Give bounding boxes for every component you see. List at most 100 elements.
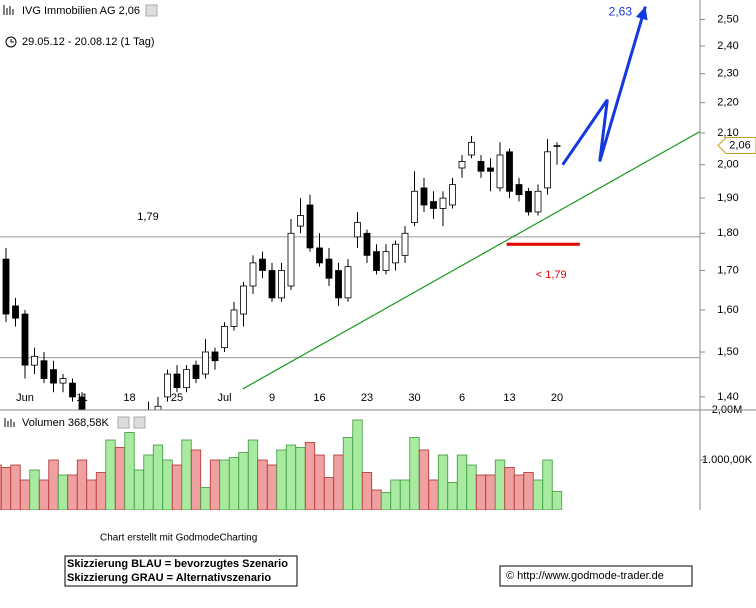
- candle-body: [192, 364, 200, 379]
- candle-body: [240, 285, 247, 315]
- candle-body: [325, 258, 333, 279]
- volume-bar: [0, 467, 12, 510]
- candle-body: [363, 232, 371, 256]
- candle-body: [306, 204, 314, 249]
- scenario-path: [561, 6, 647, 166]
- candle-body: [401, 232, 409, 256]
- volume-bar: [29, 469, 40, 510]
- y-tick-label: 1,50: [717, 346, 738, 358]
- x-tick-label: 16: [313, 392, 325, 404]
- candle-body: [477, 161, 485, 172]
- y-tick-label: 1,90: [717, 192, 738, 204]
- legend-box: [64, 555, 298, 587]
- volume-bar: [485, 474, 496, 510]
- x-tick-label: 20: [551, 392, 563, 404]
- volume-bar: [143, 454, 154, 510]
- clock-icon: [5, 36, 17, 48]
- candle-body: [12, 305, 19, 319]
- volume-icon: [4, 418, 15, 427]
- settings-icon[interactable]: [117, 416, 130, 429]
- candle-body: [487, 167, 494, 172]
- candle-body: [553, 145, 561, 147]
- volume-bar: [494, 459, 506, 510]
- candle-body: [211, 351, 219, 362]
- y-tick-label: 2,00: [717, 159, 738, 171]
- candle-body: [392, 243, 399, 264]
- candle-body: [534, 190, 542, 213]
- volume-bar: [114, 447, 126, 510]
- volume-bar: [19, 479, 31, 510]
- x-tick-label: 11: [76, 392, 87, 404]
- x-tick-label: 9: [269, 392, 275, 404]
- clock-hand: [10, 39, 14, 43]
- candle-body: [287, 232, 295, 287]
- y-tick-label: 2,20: [717, 97, 738, 109]
- volume-bar: [238, 452, 249, 510]
- candle-body: [278, 270, 285, 299]
- chart-subtitle: 29.05.12 - 20.08.12 (1 Tag): [22, 36, 155, 48]
- volume-bar: [57, 474, 69, 510]
- axis-layer: 1,40 1,50 1,60 1,70 1,80 1,90 2,00 2,10 2,20 2,30…: [16, 13, 756, 466]
- volume-bar: [466, 464, 477, 510]
- volume-bar: [276, 449, 287, 510]
- volume-panel: [0, 419, 563, 510]
- candle-body: [230, 309, 238, 327]
- volume-bar: [447, 482, 458, 510]
- volume-label: Volumen 368,58K: [22, 417, 110, 429]
- volume-bar: [10, 464, 21, 510]
- y-tick-label: 1,80: [717, 227, 738, 239]
- volume-bar: [314, 454, 325, 510]
- volume-bar: [333, 454, 344, 510]
- volume-bar: [181, 439, 192, 510]
- candle-body: [259, 258, 266, 271]
- volume-bar: [551, 491, 563, 510]
- candle-body: [268, 270, 276, 299]
- volume-bar: [285, 444, 297, 510]
- scenario-arrowhead: [635, 6, 648, 21]
- x-tick-label: 18: [123, 392, 135, 404]
- volume-bar: [219, 459, 230, 510]
- candle-body: [221, 326, 228, 349]
- legend-line: Skizzierung BLAU = bevorzugtes Szenario: [67, 558, 288, 570]
- candle-body: [506, 151, 513, 192]
- candle-body: [382, 251, 390, 271]
- volume-bar: [437, 454, 449, 510]
- legend-line: Skizzierung GRAU = Alternativszenario: [67, 572, 271, 584]
- volume-bar: [38, 479, 50, 510]
- candle-body: [59, 378, 67, 384]
- volume-bar: [380, 492, 392, 510]
- candle-body: [411, 190, 418, 223]
- volume-bar: [209, 459, 221, 510]
- settings-icon[interactable]: [145, 4, 158, 17]
- candle-body: [354, 222, 361, 238]
- x-tick-label: 30: [408, 392, 420, 404]
- volume-bar: [190, 449, 202, 510]
- candle-body: [154, 405, 162, 410]
- last-price-marker: [717, 136, 756, 154]
- volume-bar: [475, 474, 487, 510]
- y-tick-label: 1,60: [717, 304, 738, 316]
- candle-body: [525, 190, 532, 213]
- candle-body: [50, 369, 57, 384]
- trendline: [242, 130, 700, 390]
- candle-body: [78, 396, 86, 410]
- x-tick-label: 13: [503, 392, 515, 404]
- scenario-label: 2,63: [609, 5, 633, 19]
- credit: Chart erstellt mit GodmodeCharting: [100, 533, 257, 544]
- volume-bar: [228, 457, 240, 510]
- candle-body: [249, 262, 257, 287]
- volume-bar: [361, 472, 373, 510]
- volume-bar: [542, 459, 553, 510]
- volume-bar: [86, 479, 97, 510]
- candle-body: [344, 266, 352, 299]
- volume-bar: [295, 447, 306, 510]
- close-icon[interactable]: [133, 416, 146, 429]
- y-tick-label: 1,70: [717, 264, 738, 276]
- volume-bar: [523, 472, 534, 510]
- x-tick-label: Jun: [16, 392, 34, 404]
- volume-bar: [266, 464, 278, 510]
- candle-body: [458, 161, 466, 169]
- y-tick-label: 2,30: [717, 68, 738, 80]
- candle-body: [173, 373, 181, 389]
- price-panel: 1,79 < 1,79 2,63: [0, 5, 700, 410]
